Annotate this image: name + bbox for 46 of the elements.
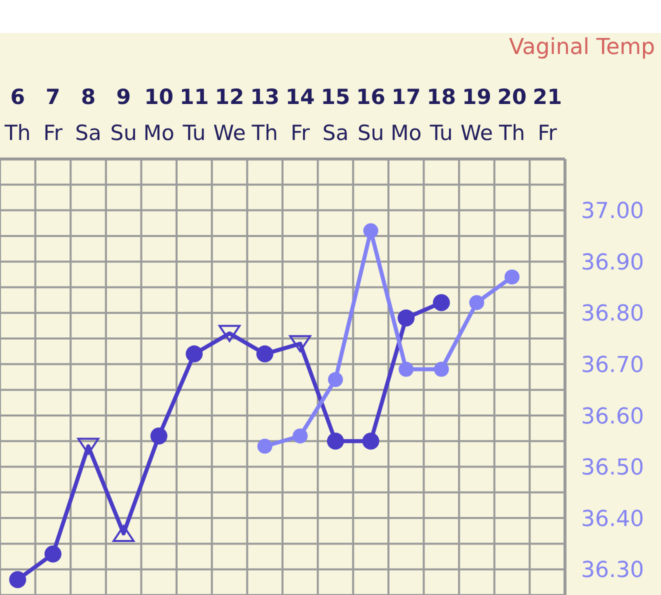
x-tick-label: 17 Mo (390, 85, 422, 145)
point (326, 432, 344, 450)
point (256, 345, 274, 362)
x-tick-label: 9 Su (110, 85, 137, 145)
x-tick-label: 6 Th (4, 85, 31, 145)
x-tick-label: 18 Tu (426, 85, 456, 145)
y-tick-label: 36.90 (581, 250, 644, 276)
x-tick-label: 14 Fr (286, 85, 315, 145)
point (150, 427, 168, 444)
x-tick-label: 20 Th (497, 85, 527, 145)
y-tick-label: 36.80 (581, 302, 644, 327)
point (257, 438, 272, 454)
point (44, 545, 62, 562)
x-tick-label: 7 Fr (43, 85, 63, 145)
point (398, 310, 415, 327)
y-tick-label: 36.60 (581, 404, 644, 430)
text: Vaginal Temp (508, 34, 655, 62)
y-tick-label: 36.30 (581, 558, 644, 584)
y-tick-label: 36.40 (581, 506, 644, 532)
point (186, 345, 203, 362)
point (469, 295, 484, 310)
x-tick-label: 12 We (213, 85, 246, 145)
point (362, 432, 380, 450)
point (9, 571, 26, 588)
x-tick-label: 16 Su (356, 85, 386, 145)
x-tick-label: 15 Sa (320, 85, 350, 145)
x-tick-label: 11 Tu (180, 85, 209, 145)
point (289, 335, 312, 352)
point (77, 438, 100, 455)
point (504, 269, 520, 284)
x-tick-label: 10 Mo (143, 85, 174, 145)
point (363, 223, 378, 238)
y-tick-label: 37.00 (581, 199, 644, 224)
x-tick-label: 19 We (460, 85, 493, 145)
point (398, 362, 414, 377)
point (292, 428, 308, 444)
point (112, 524, 135, 542)
y-tick-label: 36.50 (581, 456, 644, 481)
x-tick-label: 8 Sa (75, 85, 102, 145)
y-tick-label: 36.70 (581, 352, 644, 378)
x-tick-label: 21 Fr (532, 85, 562, 145)
x-tick-label: 13 Th (250, 85, 280, 145)
point (218, 324, 241, 342)
point (434, 362, 449, 377)
point (432, 294, 450, 312)
point (328, 372, 343, 388)
